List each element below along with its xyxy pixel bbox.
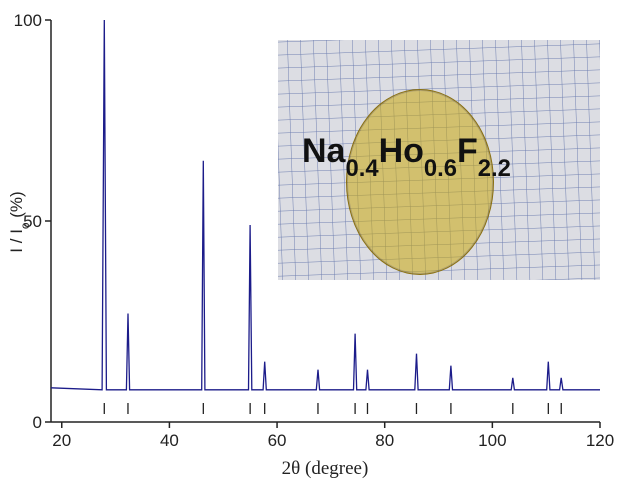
text-part: I / I — [7, 229, 26, 253]
text-part: Na — [302, 132, 347, 170]
subscript: 0.4 — [345, 155, 379, 182]
y-tick-label: 50 — [23, 212, 42, 231]
subscript: 0.6 — [424, 155, 457, 182]
x-tick-label: 40 — [160, 431, 179, 450]
data-line — [50, 19, 600, 391]
x-tick-label: 100 — [478, 431, 506, 450]
subscript: o — [18, 222, 32, 229]
plot-area: 0 50 100 20 40 60 80 100 120 — [14, 11, 615, 450]
x-tick-label: 120 — [586, 431, 614, 450]
x-tick-label: 80 — [375, 431, 394, 450]
x-tick-label: 20 — [52, 431, 71, 450]
x-tick-label: 60 — [268, 431, 287, 450]
inset-photo: Na0.4Ho0.6F2.2 — [278, 40, 600, 280]
subscript: 2.2 — [478, 155, 511, 182]
y-tick-label: 0 — [33, 413, 42, 432]
x-axis-label: 2θ (degree) — [282, 458, 369, 479]
text-part: F — [457, 132, 478, 170]
text-part: (%) — [7, 191, 26, 222]
inset-label: Na0.4Ho0.6F2.2 — [302, 132, 511, 182]
text-part: Ho — [379, 132, 424, 170]
y-axis-label: I / Io (%) — [7, 191, 32, 252]
y-tick-label: 100 — [14, 11, 42, 30]
